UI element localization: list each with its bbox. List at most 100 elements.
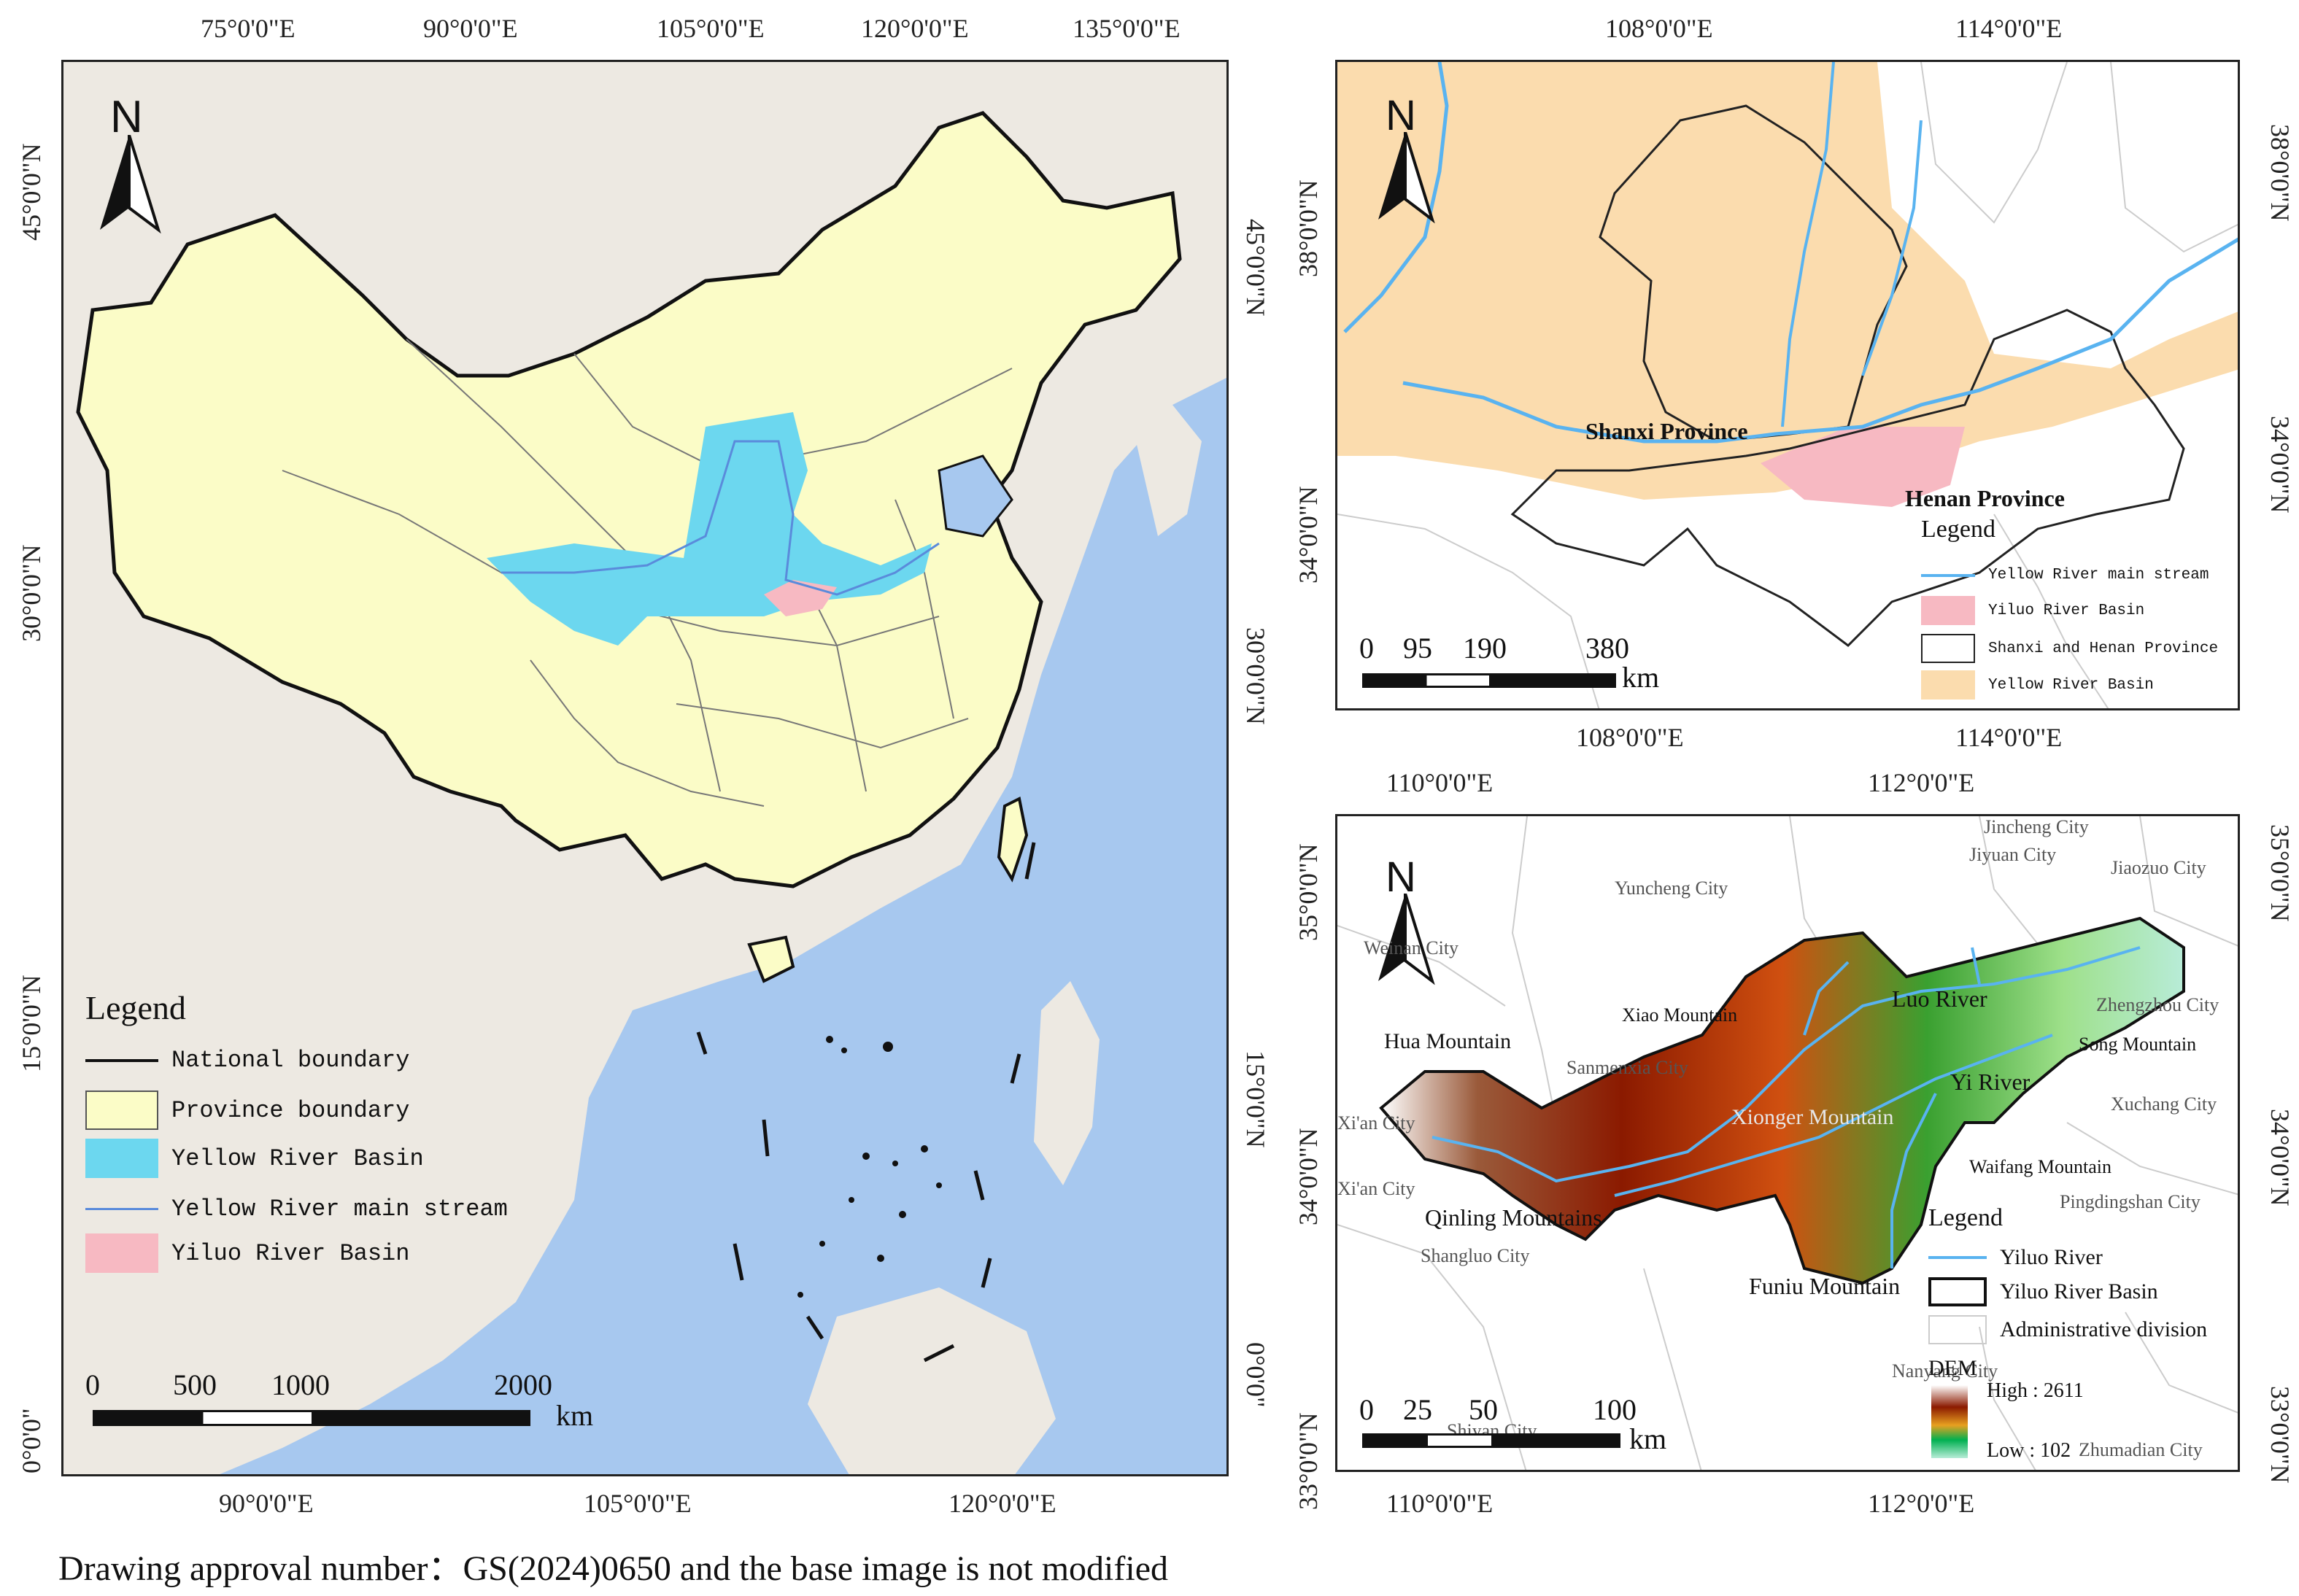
dem-colorbar xyxy=(1931,1385,1968,1458)
legend-c: Legend Yiluo River Yiluo River Basin Adm… xyxy=(1928,1204,2238,1470)
legend-b-item-yellow-river-main-stream: Yellow River main stream xyxy=(1921,567,2209,584)
yiluo-dem-map: N Jincheng City Jiyuan City Jiaozuo City… xyxy=(1335,814,2240,1472)
scale-bar-a: 0 500 1000 2000 km xyxy=(85,1368,611,1455)
legend-c-title: Legend xyxy=(1928,1204,2003,1231)
map-a-bottom-tick-0: 90°0'0"E xyxy=(219,1489,314,1518)
map-b-left-tick-0: 38°0'0"N xyxy=(1294,179,1323,277)
legend-b-item-yellow-river-basin: Yellow River Basin xyxy=(1921,670,2154,700)
legend-a-item-national-boundary: National boundary xyxy=(85,1047,409,1074)
south-china-sea-dashes xyxy=(696,842,1036,1363)
china-territory xyxy=(76,111,1182,888)
map-a-right-tick-3: 0°0'0" xyxy=(1241,1342,1270,1408)
bohai-sea xyxy=(938,454,1013,538)
scale-b-bar xyxy=(1362,673,1616,688)
legend-a: Legend National boundary Province bounda… xyxy=(78,988,545,1353)
label-waifang-mountain: Waifang Mountain xyxy=(1969,1156,2112,1177)
shanxi-henan-graphic xyxy=(1337,62,2238,708)
map-a-bottom-tick-2: 120°0'0"E xyxy=(948,1489,1056,1518)
map-c-right-tick-1: 34°0'0"N xyxy=(2265,1109,2295,1206)
north-label: N xyxy=(110,92,143,142)
map-c-left-tick-0: 35°0'0"N xyxy=(1294,843,1323,941)
scale-a-0: 0 xyxy=(85,1368,100,1401)
map-b-right-tick-0: 38°0'0"N xyxy=(2265,124,2295,222)
map-b-top-tick-0: 108°0'0"E xyxy=(1605,14,1713,43)
legend-c-thick-box-icon xyxy=(1928,1277,1987,1306)
map-b-right-tick-1: 34°0'0"N xyxy=(2265,416,2295,514)
legend-a-item-yiluo-river-basin: Yiluo River Basin xyxy=(85,1233,409,1273)
scale-c-unit: km xyxy=(1629,1422,1667,1455)
scale-a-1000: 1000 xyxy=(271,1368,330,1401)
dem-title: DEM xyxy=(1928,1356,1977,1380)
north-arrow-icon xyxy=(100,135,161,234)
scale-b-190: 190 xyxy=(1463,632,1507,665)
map-c-top-tick-0: 110°0'0"E xyxy=(1386,768,1494,797)
admin-lines-b xyxy=(1337,62,2238,708)
dem-high-label: High : 2611 xyxy=(1987,1379,2084,1402)
legend-b-blue-line-icon xyxy=(1921,573,1975,577)
legend-pink-box-icon xyxy=(85,1233,158,1273)
map-c-right-tick-0: 35°0'0"N xyxy=(2265,824,2295,922)
map-a-right-tick-2: 15°0'0"N xyxy=(1241,1050,1270,1148)
neighbor-land-philippines xyxy=(1034,981,1100,1185)
city-weinan: Weinan City xyxy=(1364,937,1459,958)
scale-c-25: 25 xyxy=(1403,1393,1432,1426)
scale-bar-c: 0 25 50 100 km xyxy=(1359,1392,1695,1465)
legend-c-item-admin-division: Administrative division xyxy=(1928,1315,2207,1344)
label-funiu-mountain: Funiu Mountain xyxy=(1749,1273,1901,1299)
city-xuchang: Xuchang City xyxy=(2111,1093,2217,1115)
neighbor-land-borneo xyxy=(808,1287,1056,1474)
scale-c-100: 100 xyxy=(1593,1393,1637,1426)
city-nanyang: Nanyang City xyxy=(1892,1360,1998,1382)
city-zhumadian: Zhumadian City xyxy=(2079,1439,2203,1460)
scale-c-0: 0 xyxy=(1359,1393,1374,1426)
legend-b-item-yiluo-river-basin: Yiluo River Basin xyxy=(1921,596,2144,625)
hainan xyxy=(747,935,795,983)
map-c-left-tick-2: 33°0'0"N xyxy=(1294,1412,1323,1510)
scale-bar-b: 0 95 190 380 km xyxy=(1359,631,1695,704)
city-xian-2: Xi'an City xyxy=(1337,1178,1415,1199)
label-yi-river: Yi River xyxy=(1950,1069,2031,1095)
map-c-top-tick-1: 112°0'0"E xyxy=(1868,768,1975,797)
yiluo-basin-pink-area xyxy=(1761,427,1965,507)
map-c-bottom-tick-1: 112°0'0"E xyxy=(1868,1489,1975,1518)
scale-b-95: 95 xyxy=(1403,632,1432,665)
map-a-left-tick-0: 45°0'0"N xyxy=(17,143,46,241)
label-luo-river: Luo River xyxy=(1892,985,1987,1012)
legend-b-beige-box-icon xyxy=(1921,670,1975,700)
legend-b-title: Legend xyxy=(1921,516,1995,543)
china-overview-map: N Legend National boundary Province boun… xyxy=(61,60,1229,1476)
city-shangluo: Shangluo City xyxy=(1421,1245,1530,1266)
legend-c-blue-line-icon xyxy=(1928,1256,1987,1259)
map-a-top-tick-1: 90°0'0"E xyxy=(423,14,518,43)
legend-a-title: Legend xyxy=(85,989,186,1026)
map-b-top-tick-1: 114°0'0"E xyxy=(1955,14,2063,43)
scale-c-50: 50 xyxy=(1469,1393,1498,1426)
label-henan-province: Henan Province xyxy=(1905,485,2065,511)
scale-a-2000: 2000 xyxy=(494,1368,552,1401)
drawing-approval-caption: Drawing approval number：GS(2024)0650 and… xyxy=(58,1549,1169,1588)
neighbor-land-korea-japan xyxy=(1136,405,1202,536)
taiwan xyxy=(997,797,1029,883)
island-groups xyxy=(797,1036,942,1298)
dem-low-label: Low : 102 xyxy=(1987,1439,2071,1462)
scale-b-380: 380 xyxy=(1585,632,1629,665)
yellow-river-main-stream xyxy=(501,440,940,596)
map-a-right-tick-1: 30°0'0"N xyxy=(1241,627,1270,725)
label-qinling-mountains: Qinling Mountains xyxy=(1425,1204,1602,1231)
legend-cyan-box-icon xyxy=(85,1139,158,1178)
legend-a-item-yellow-river-basin: Yellow River Basin xyxy=(85,1139,424,1178)
map-b-left-tick-1: 34°0'0"N xyxy=(1294,486,1323,584)
north-arrow-b: N xyxy=(1372,91,1438,224)
city-jiyuan: Jiyuan City xyxy=(1969,844,2057,865)
shanxi-henan-map: N Shanxi Province Henan Province Legend … xyxy=(1335,60,2240,710)
scale-b-unit: km xyxy=(1622,661,1660,694)
china-map-graphic xyxy=(63,62,1226,1474)
scale-b-0: 0 xyxy=(1359,632,1374,665)
scale-a-bar xyxy=(93,1410,530,1426)
north-arrow-c-icon xyxy=(1378,894,1435,985)
north-arrow-c: N xyxy=(1372,853,1438,985)
legend-blue-line-icon xyxy=(85,1208,158,1210)
city-xian-1: Xi'an City xyxy=(1337,1112,1415,1134)
scale-a-unit: km xyxy=(556,1399,594,1432)
map-b-bottom-tick-0: 108°0'0"E xyxy=(1576,723,1684,752)
